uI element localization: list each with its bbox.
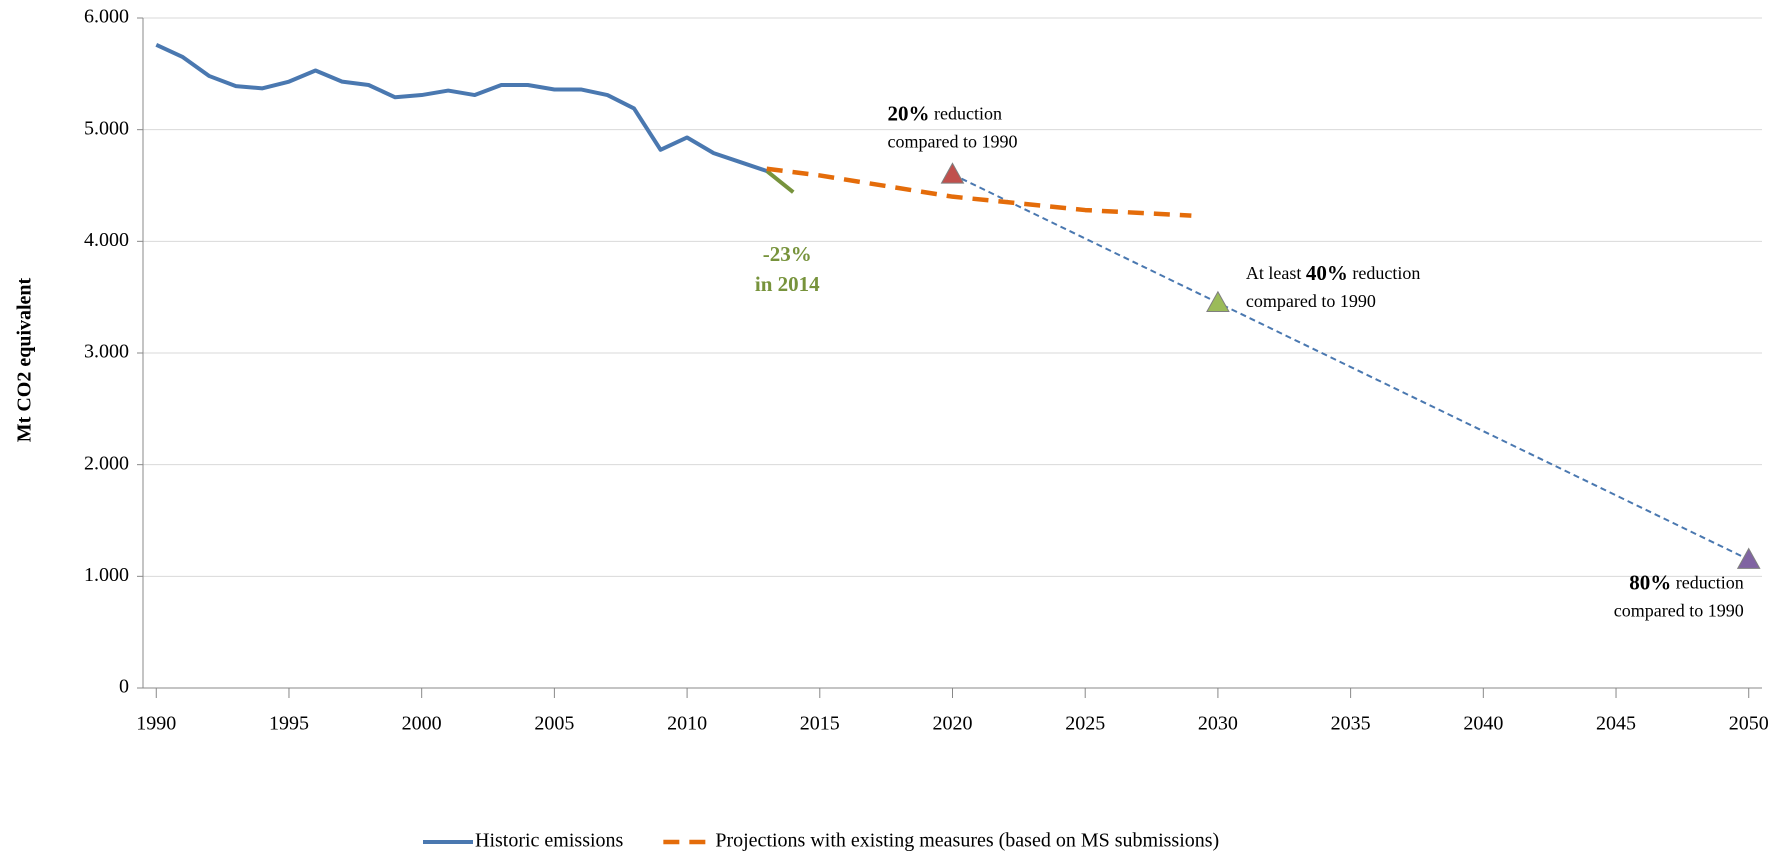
- annotation-part: reduction: [1671, 573, 1743, 593]
- annotation: 20% reduction: [888, 101, 1002, 125]
- y-tick-label: 6.000: [84, 6, 129, 28]
- y-tick-label: 5.000: [84, 117, 129, 139]
- line: [952, 173, 1750, 561]
- x-tick-label: 2035: [1331, 713, 1371, 735]
- y-tick-label: 4.000: [84, 229, 129, 251]
- x-tick-label: 2020: [933, 713, 973, 735]
- y-tick-label: 3.000: [84, 341, 129, 363]
- x-tick-label: 2010: [667, 713, 707, 735]
- line: [766, 166, 1192, 218]
- line: [155, 42, 768, 173]
- legend-label: Projections with existing measures (base…: [715, 830, 1219, 852]
- x-tick-label: 2025: [1065, 713, 1105, 735]
- annotation: in 2014: [755, 272, 820, 296]
- x-tick-label: 2040: [1463, 713, 1503, 735]
- annotation-part: At least: [1246, 263, 1306, 283]
- annotation-part: 80%: [1629, 570, 1671, 594]
- y-tick-label: 2.000: [84, 452, 129, 474]
- x-tick-label: 2045: [1596, 713, 1636, 735]
- annotation: 80% reduction: [1629, 570, 1743, 594]
- annotation: compared to 1990: [888, 131, 1018, 151]
- x-tick-label: 1995: [269, 713, 309, 735]
- annotation: At least 40% reduction: [1246, 261, 1420, 285]
- y-tick-label: 1.000: [84, 564, 129, 586]
- annotation: -23%: [763, 242, 812, 266]
- x-tick-label: 2030: [1198, 713, 1238, 735]
- x-tick-label: 2050: [1729, 713, 1769, 735]
- legend-label: Historic emissions: [475, 830, 624, 852]
- line: [765, 169, 795, 194]
- annotation-part: reduction: [1348, 263, 1420, 283]
- x-tick-label: 1990: [136, 713, 176, 735]
- x-tick-label: 2000: [402, 713, 442, 735]
- x-tick-label: 2015: [800, 713, 840, 735]
- annotation-part: reduction: [930, 103, 1002, 123]
- y-tick-label: 0: [119, 676, 129, 698]
- annotation-part: 20%: [888, 101, 930, 125]
- target-marker: [1736, 547, 1761, 569]
- y-axis-label: Mt CO2 equivalent: [14, 277, 36, 442]
- annotation: compared to 1990: [1246, 291, 1376, 311]
- annotation: compared to 1990: [1614, 601, 1744, 621]
- x-tick-label: 2005: [534, 713, 574, 735]
- target-marker: [940, 162, 965, 184]
- annotation-part: 40%: [1306, 261, 1348, 285]
- target-marker: [1206, 290, 1230, 313]
